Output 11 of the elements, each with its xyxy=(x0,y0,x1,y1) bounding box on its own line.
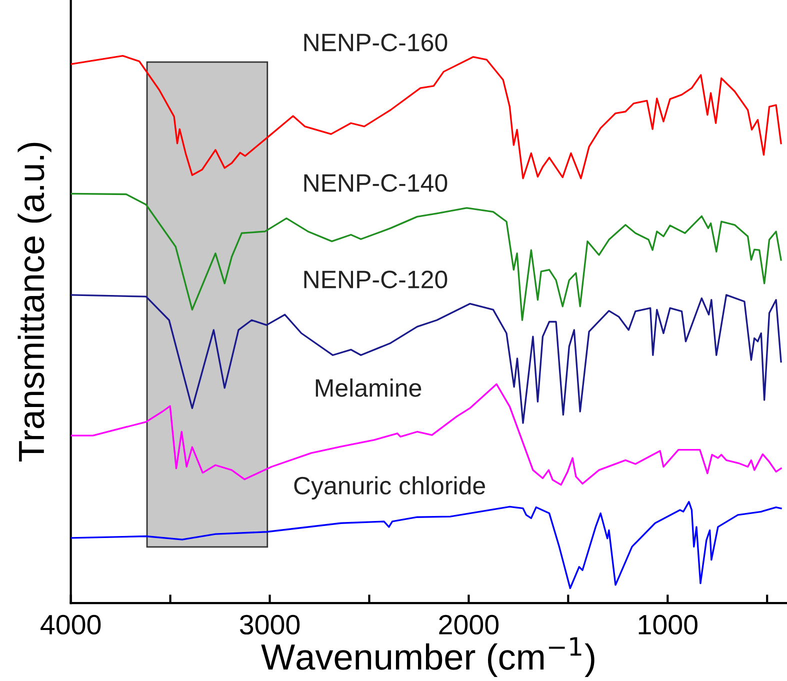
x-axis-title: Wavenumber (cm$^{−1}$) xyxy=(261,637,594,677)
x-tick-label: 3000 xyxy=(240,614,300,635)
y-axis-title: Transmittance (a.u.) xyxy=(18,142,52,462)
x-tick-label: 1000 xyxy=(638,614,698,635)
series-label: NENP-C-140 xyxy=(304,174,448,192)
x-tick-label: 2000 xyxy=(439,614,499,635)
series-label: Melamine xyxy=(316,378,422,397)
series-label: NENP-C-160 xyxy=(304,34,448,52)
series-label: Cyanuric chloride xyxy=(294,476,485,500)
series-label: NENP-C-120 xyxy=(304,270,448,288)
x-tick-label: 4000 xyxy=(40,614,101,635)
